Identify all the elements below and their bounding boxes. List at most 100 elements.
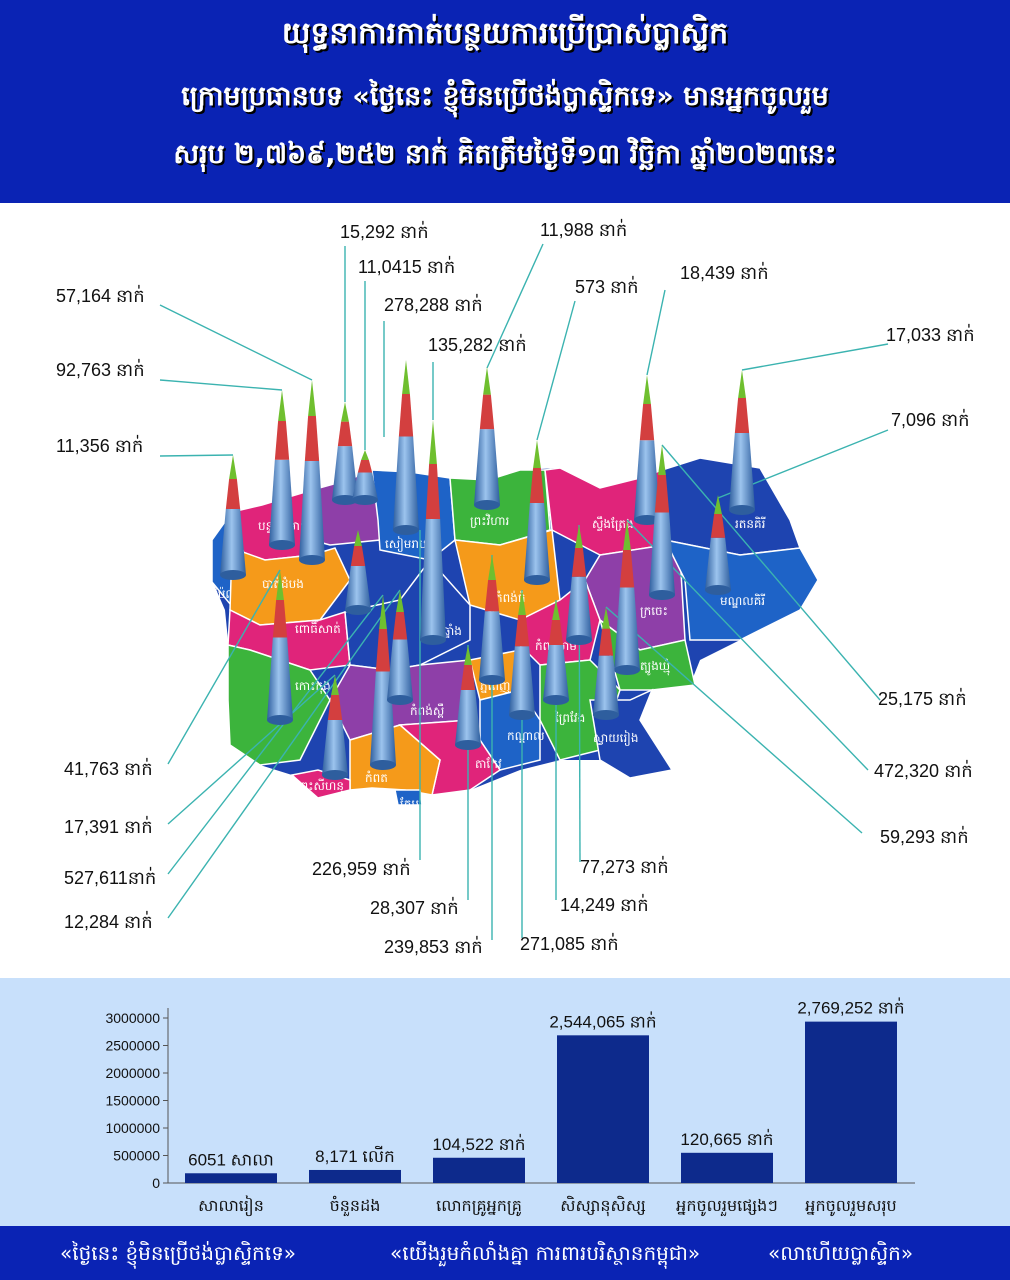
- map-spike: [649, 445, 675, 600]
- title-line-3: សរុប ២,៧៦៩,២៥២ នាក់ គិតត្រឹមថ្ងៃទី១៣ វិច…: [173, 139, 837, 170]
- map-value-label: 14,249 នាក់: [560, 893, 649, 915]
- leader-line: [536, 300, 576, 441]
- leader-line: [486, 243, 544, 369]
- province-label: កណ្ដាល: [507, 729, 545, 743]
- map-spike: [322, 675, 348, 780]
- province-label: កំពង់ធំ: [495, 590, 525, 605]
- map-value-label: 239,853 នាក់: [384, 935, 483, 957]
- map-value-label: 77,273 នាក់: [580, 855, 669, 877]
- province-label: ព្រៃវែង: [554, 710, 585, 725]
- y-tick-label: 1500000: [105, 1093, 160, 1109]
- map-spike: [509, 590, 535, 720]
- map-value-label: 59,293 នាក់: [880, 825, 969, 847]
- map-spike: [332, 402, 358, 505]
- y-tick-label: 0: [152, 1175, 160, 1191]
- map-spike: [267, 570, 293, 725]
- footer-banner: «ថ្ងៃនេះ ខ្ញុំមិនប្រើថង់ប្លាស្ទិកទេ» «យើ…: [0, 1226, 1010, 1280]
- bar-data-label: 6051 សាលា: [188, 1150, 274, 1169]
- map-spike: [634, 375, 660, 525]
- footer-slogan-3: «លាហើយប្លាស្ទិក»: [768, 1241, 914, 1265]
- province-label: កំពត: [365, 770, 388, 785]
- map-value-label: 12,284 នាក់: [64, 910, 153, 932]
- bar-data-label: 8,171 លើក: [315, 1145, 395, 1166]
- map-value-label: 28,307 នាក់: [370, 896, 459, 918]
- category-label: ចំនួនដង: [330, 1195, 381, 1217]
- footer-slogan-1: «ថ្ងៃនេះ ខ្ញុំមិនប្រើថង់ប្លាស្ទិកទេ»: [60, 1241, 297, 1265]
- map-spike: [524, 440, 550, 585]
- map-spike: [220, 455, 246, 580]
- map-spike: [387, 590, 413, 705]
- map-value-label: 7,096 នាក់: [891, 408, 970, 430]
- y-tick-label: 500000: [113, 1148, 160, 1164]
- y-tick-label: 2500000: [105, 1038, 160, 1054]
- map-spike: [393, 360, 419, 535]
- bar-data-label: 2,769,252 នាក់: [797, 997, 904, 1018]
- leader-line: [661, 444, 881, 701]
- title-line-2: ក្រោមប្រធានបទ «ថ្ងៃនេះ ខ្ញុំមិនប្រើថង់ប្…: [181, 81, 829, 112]
- cambodia-map: បន្ទាយមានជ័យឧត្តរមានជ័យសៀមរាបព្រះវិហារស្…: [56, 218, 975, 957]
- category-label: អ្នកចូលរួមផ្សេងៗ: [676, 1196, 778, 1217]
- leader-line: [167, 589, 401, 919]
- leader-line: [167, 569, 281, 765]
- bar: [309, 1169, 401, 1183]
- header-banner: យុទ្ធនាការកាត់បន្ថយការប្រើប្រាស់ប្លាស្ទិ…: [0, 0, 1010, 203]
- province-label: សៀមរាប: [385, 536, 427, 552]
- map-value-label: 573 នាក់: [575, 275, 639, 297]
- leader-line: [159, 304, 313, 381]
- map-value-label: 11,356 នាក់: [56, 434, 143, 456]
- category-label: អ្នកចូលរួមសរុប: [805, 1196, 896, 1217]
- map-spike: [614, 520, 640, 675]
- bar-chart-panel: 0 500000 1000000 1500000 2000000 2500000 30000…: [0, 978, 1010, 1226]
- province-label: កែប: [400, 796, 419, 811]
- map-spike: [269, 390, 295, 550]
- province-11: [663, 538, 819, 641]
- y-tick-label: 3000000: [105, 1010, 160, 1026]
- map-value-label: 226,959 នាក់: [312, 857, 411, 879]
- map-spike: [299, 380, 325, 565]
- map-value-label: 135,282 នាក់: [428, 333, 527, 355]
- map-value-label: 15,292 នាក់: [340, 220, 429, 242]
- province-label: ព្រះសីហនុ: [297, 778, 344, 794]
- map-spike: [455, 645, 481, 750]
- province-label: ស្វាយរៀង: [593, 730, 638, 746]
- bar: [805, 1021, 897, 1183]
- map-value-label: 57,164 នាក់: [56, 284, 145, 306]
- map-value-label: 92,763 នាក់: [56, 358, 145, 380]
- bar: [433, 1157, 525, 1183]
- map-value-label: 18,439 នាក់: [680, 261, 769, 283]
- map-value-label: 278,288 នាក់: [384, 293, 483, 315]
- map-value-label: 11,0415 នាក់: [358, 255, 455, 277]
- map-spike: [474, 367, 500, 510]
- category-label: សិស្សានុសិស្ស: [560, 1195, 646, 1217]
- y-tick-label: 2000000: [105, 1065, 160, 1081]
- province-label: មណ្ឌលគិរី: [720, 593, 765, 608]
- province-24: [394, 789, 423, 806]
- province-label: បាត់ដំបង: [262, 576, 304, 591]
- category-label: សាលារៀន: [198, 1195, 264, 1217]
- map-value-label: 17,391 នាក់: [64, 815, 153, 837]
- map-spike: [705, 495, 731, 595]
- map-value-label: 41,763 នាក់: [64, 757, 153, 779]
- y-tick-label: 1000000: [105, 1120, 160, 1136]
- map-value-label: 527,611នាក់: [64, 866, 156, 888]
- province-label: ត្បូងឃ្មុំ: [640, 658, 670, 676]
- leader-line: [741, 343, 889, 371]
- leader-line: [605, 606, 863, 834]
- map-value-label: 17,033 នាក់: [886, 323, 975, 345]
- title-line-1: យុទ្ធនាការកាត់បន្ថយការប្រើប្រាស់ប្លាស្ទិ…: [281, 16, 729, 51]
- bar: [557, 1035, 649, 1183]
- map-value-label: 11,988 នាក់: [540, 218, 627, 240]
- map-spike: [352, 450, 378, 505]
- map-panel: បន្ទាយមានជ័យឧត្តរមានជ័យសៀមរាបព្រះវិហារស្…: [0, 203, 1010, 978]
- leader-line: [159, 379, 283, 391]
- map-spike: [345, 530, 371, 615]
- province-label: ពោធិ៍សាត់: [295, 620, 341, 636]
- bar-chart: 0 500000 1000000 1500000 2000000 2500000 30000…: [105, 997, 915, 1217]
- map-spike: [566, 525, 592, 645]
- province-label: រតនគិរី: [735, 516, 766, 531]
- map-value-label: 472,320 នាក់: [874, 759, 973, 781]
- province-label: ក្រចេះ: [640, 604, 668, 618]
- bar-data-label: 104,522 នាក់: [432, 1133, 525, 1154]
- map-spike: [479, 555, 505, 685]
- leader-line: [167, 594, 384, 875]
